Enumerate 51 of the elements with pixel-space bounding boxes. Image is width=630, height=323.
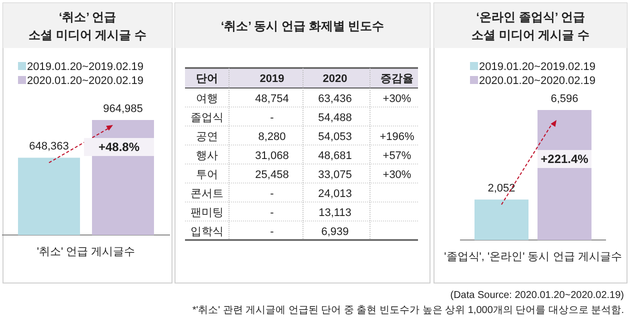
category-label: 콘서트	[190, 188, 224, 200]
text: +30%	[382, 169, 412, 181]
text: -	[270, 112, 274, 124]
text: 24,013	[318, 188, 352, 200]
text: *'취소' 관련 게시글에 언급된 단어 중 출현 빈도수가 높은 상위 1,000개의 단어를 대상으로 분석함.	[192, 305, 624, 316]
legend-label: 2020.01.20~2020.02.19	[479, 75, 596, 87]
text: (Data Source: 2020.01.20~2020.02.19)	[450, 290, 624, 301]
category-label: 행사	[196, 150, 218, 162]
chart-title: ‘온라인 졸업식’ 언급	[476, 10, 585, 24]
category-label: 2019	[260, 73, 284, 85]
text: 63,436	[318, 93, 352, 105]
text: 54,053	[318, 131, 352, 143]
annotation: +221.4%	[540, 152, 589, 166]
category-label: 여행	[196, 93, 218, 105]
category-label: 증감율	[380, 73, 414, 85]
category-label: 팬미팅	[190, 207, 224, 219]
category-label: 공연	[196, 131, 218, 143]
text: 8,280	[258, 131, 286, 143]
x-axis-title: '취소' 언급 게시글수	[36, 246, 136, 258]
chart-title: ‘취소’ 언급	[58, 10, 116, 24]
data-label: 6,596	[550, 93, 578, 105]
category-label: 투어	[196, 169, 218, 181]
legend-label: 2020.01.20~2020.02.19	[27, 75, 144, 87]
text: 25,458	[255, 169, 289, 181]
text: -	[270, 226, 274, 238]
legend-label: 2019.01.20~2019.02.19	[479, 61, 596, 73]
text: -	[270, 207, 274, 219]
text: +30%	[382, 93, 412, 105]
text: 48,681	[318, 150, 352, 162]
data-label: 2,052	[488, 182, 516, 195]
text: +57%	[382, 150, 412, 162]
category-label: 입학식	[190, 226, 224, 238]
text: -	[270, 188, 274, 200]
category-label: 졸업식	[190, 112, 224, 124]
category-label: 2020	[322, 73, 348, 85]
text: 33,075	[318, 169, 352, 181]
text: +196%	[380, 131, 414, 143]
chart-subtitle: 소셜 미디어 게시글 수	[471, 28, 590, 42]
text: 단어	[196, 73, 218, 85]
legend-label: 2019.01.20~2019.02.19	[27, 61, 144, 73]
data-label: 648,363	[29, 140, 69, 153]
text: 13,113	[318, 207, 352, 219]
annotation: +48.8%	[98, 140, 140, 154]
text: 54,488	[318, 112, 352, 124]
text: ‘취소’ 동시 언급 화제별 빈도수	[220, 19, 384, 33]
text: 31,068	[255, 150, 289, 162]
x-axis-title: '졸업식', '온라인' 동시 언급 게시글수	[444, 251, 622, 263]
data-label: 964,985	[103, 103, 143, 115]
chart-subtitle: 소셜 미디어 게시글 수	[28, 28, 147, 42]
text: 6,939	[321, 226, 349, 238]
text: 48,754	[255, 93, 289, 105]
